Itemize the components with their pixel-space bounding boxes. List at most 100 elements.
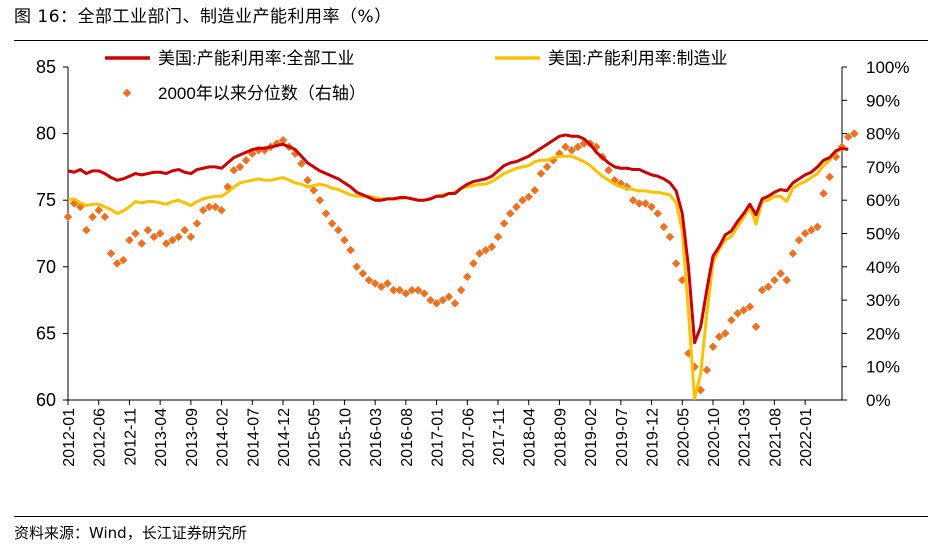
scatter-point	[82, 225, 91, 235]
scatter-point	[721, 329, 730, 338]
scatter-point	[340, 235, 349, 245]
scatter-point	[794, 235, 804, 245]
legend-label-manufacturing: 美国:产能利用率:制造业	[548, 49, 727, 68]
right-tick-label: 20%	[866, 324, 900, 343]
scatter-point	[327, 219, 337, 228]
scatter-point	[733, 309, 742, 318]
scatter-point	[604, 165, 613, 175]
scatter-point	[708, 342, 718, 351]
x-tick-label: 2017-11	[491, 408, 508, 466]
series-line-manufacturing	[67, 146, 849, 401]
right-tick-label: 50%	[866, 225, 900, 244]
scatter-point	[364, 275, 374, 285]
scatter-point	[475, 249, 484, 258]
x-tick-label: 2017-01	[430, 408, 447, 467]
scatter-point	[665, 232, 675, 242]
chart-title: 图 16：全部工业部门、制造业产能利用率（%）	[14, 7, 392, 27]
scatter-point	[714, 332, 724, 341]
scatter-point	[659, 222, 669, 232]
x-tick-label: 2016-08	[399, 408, 416, 467]
scatter-point	[174, 232, 183, 242]
left-tick-label: 85	[36, 57, 56, 77]
x-tick-label: 2012-06	[92, 408, 109, 467]
scatter-point	[463, 272, 472, 282]
scatter-point	[745, 302, 755, 312]
legend-swatch-percentile	[122, 88, 132, 98]
left-tick-label: 60	[36, 390, 56, 410]
x-tick-label: 2019-02	[583, 408, 600, 467]
scatter-point	[389, 285, 398, 295]
x-tick-label: 2016-03	[368, 408, 385, 467]
scatter-point	[499, 219, 509, 228]
left-tick-label: 80	[36, 124, 56, 144]
scatter-point	[671, 259, 681, 268]
scatter-point	[229, 165, 239, 175]
x-tick-label: 2013-04	[153, 408, 170, 467]
scatter-point	[119, 255, 128, 265]
scatter-point	[407, 285, 417, 295]
legend: 美国:产能利用率:全部工业 美国:产能利用率:制造业 2000年以来分位数（右轴…	[105, 49, 727, 103]
scatter-point	[112, 259, 122, 268]
scatter-point	[241, 155, 251, 165]
x-tick-label: 2021-03	[737, 408, 754, 467]
scatter-point	[125, 235, 134, 245]
scatter-point	[770, 275, 779, 285]
left-tick-label: 70	[36, 257, 56, 277]
scatter-point	[106, 249, 116, 258]
scatter-point	[456, 285, 466, 295]
x-tick-label: 2015-05	[307, 408, 324, 467]
scatter-point	[303, 175, 312, 185]
x-tick-label: 2022-01	[798, 408, 815, 467]
x-tick-label: 2014-07	[245, 408, 262, 467]
scatter-point	[235, 162, 245, 172]
series-line-total-industry	[67, 133, 849, 345]
x-tick-label: 2019-07	[614, 408, 631, 467]
scatter-point	[653, 209, 662, 218]
scatter-point	[825, 172, 834, 182]
scatter-point	[321, 209, 331, 218]
scatter-point	[278, 136, 288, 145]
footer-divider	[14, 516, 928, 517]
scatter-point	[530, 185, 540, 195]
scatter-point	[186, 232, 196, 242]
title-divider	[14, 40, 928, 41]
right-tick-label: 0%	[866, 391, 891, 410]
scatter-point	[63, 212, 73, 222]
chart-axes: 60 65 70 75 80 85 0% 10% 20% 30% 40% 50% 60% 70% 80% 90…	[36, 57, 910, 467]
right-tick-label: 30%	[866, 291, 900, 310]
scatter-point	[149, 232, 159, 242]
scatter-point	[205, 202, 214, 212]
scatter-point	[536, 169, 546, 178]
left-tick-label: 75	[36, 190, 56, 210]
scatter-point	[727, 315, 736, 325]
x-tick-label: 2012-11	[122, 408, 139, 466]
scatter-point	[334, 225, 343, 235]
x-tick-label: 2012-01	[61, 408, 78, 467]
scatter-point	[100, 212, 110, 222]
scatter-point	[819, 189, 828, 198]
right-tick-label: 60%	[866, 191, 900, 210]
scatter-point	[788, 249, 798, 258]
scatter-point	[506, 209, 515, 218]
x-tick-label: 2018-04	[522, 408, 539, 467]
scatter-point	[739, 305, 748, 315]
scatter-point	[512, 202, 521, 212]
scatter-series	[63, 129, 859, 395]
scatter-point	[776, 269, 785, 278]
scatter-point	[198, 205, 208, 215]
scatter-point	[192, 219, 202, 228]
x-tick-label: 2021-08	[767, 408, 784, 467]
scatter-point	[143, 225, 153, 235]
scatter-point	[217, 205, 226, 215]
x-tick-label: 2020-10	[706, 408, 723, 467]
scatter-point	[401, 289, 411, 298]
scatter-point	[493, 232, 503, 242]
x-tick-label: 2020-05	[675, 408, 692, 467]
scatter-point	[137, 239, 146, 248]
scatter-point	[297, 159, 306, 168]
scatter-point	[420, 289, 429, 298]
scatter-point	[395, 285, 404, 295]
scatter-point	[487, 242, 497, 252]
legend-label-percentile: 2000年以来分位数（右轴）	[158, 84, 366, 103]
